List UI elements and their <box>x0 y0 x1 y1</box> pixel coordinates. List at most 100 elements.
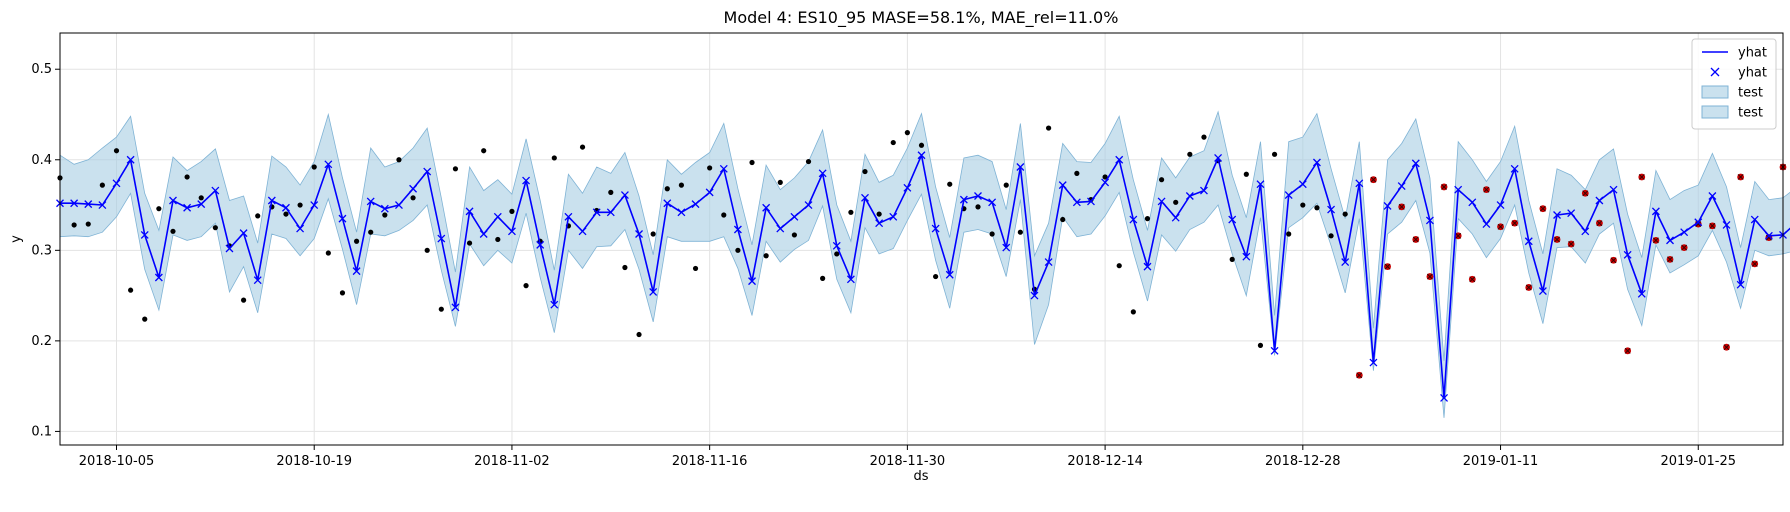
yhat-marker <box>1581 227 1590 236</box>
actual-point <box>608 189 614 195</box>
legend-marker-swatch <box>1710 67 1720 77</box>
actual-point <box>255 213 261 219</box>
test-point <box>1440 183 1448 191</box>
yhat-marker <box>1157 197 1166 206</box>
actual-point <box>128 287 134 293</box>
yhat-marker <box>1341 258 1350 267</box>
test-point-cross <box>1525 284 1532 291</box>
actual-point <box>99 182 105 188</box>
actual-point <box>1102 174 1108 180</box>
actual-point <box>1328 233 1334 239</box>
actual-point <box>820 275 826 281</box>
actual-point <box>975 204 981 210</box>
yhat-marker <box>733 225 742 234</box>
x-tick-label: 2018-10-05 <box>79 454 155 469</box>
test-point-cross <box>1638 174 1645 180</box>
x-tick-label: 2018-10-19 <box>276 454 352 469</box>
actual-point <box>622 264 628 271</box>
test-point-cross <box>1624 347 1631 354</box>
test-point-cross <box>1737 174 1744 180</box>
yhat-marker <box>437 234 446 243</box>
yhat-marker <box>1425 216 1434 225</box>
test-point <box>1567 240 1575 248</box>
yhat-marker <box>423 167 432 176</box>
yhat-marker <box>1750 215 1759 224</box>
actual-point <box>749 159 755 166</box>
yhat-marker <box>988 198 997 207</box>
actual-point <box>170 228 176 234</box>
yhat-series <box>56 151 1790 402</box>
yhat-marker <box>1623 250 1632 259</box>
x-axis-label: ds <box>913 469 928 484</box>
yhat-marker <box>1567 209 1576 218</box>
actual-point <box>650 231 656 237</box>
test-point <box>1596 219 1603 227</box>
test-point <box>1680 244 1688 252</box>
yhat-marker <box>1764 231 1773 240</box>
yhat-marker <box>1200 186 1208 195</box>
yhat-line <box>60 154 1790 399</box>
yhat-marker <box>620 191 629 200</box>
x-tick-label: 2018-11-16 <box>672 454 748 469</box>
test-point <box>1454 232 1462 240</box>
yhat-marker <box>338 214 347 223</box>
yhat-marker <box>1553 211 1561 219</box>
legend-patch-swatch <box>1701 105 1729 119</box>
yhat-marker <box>1016 163 1025 171</box>
plot-frame <box>59 32 1784 446</box>
actual-point <box>1229 256 1235 262</box>
yhat-marker <box>70 199 79 208</box>
yhat-marker <box>253 276 262 285</box>
actual-point <box>353 238 360 244</box>
actual-point <box>240 297 247 303</box>
yhat-marker <box>748 277 756 286</box>
test-point <box>1610 256 1617 264</box>
test-point-cross <box>1370 176 1377 183</box>
legend-label: yhat <box>1738 66 1767 81</box>
yhat-marker <box>267 196 276 205</box>
actual-point <box>1173 199 1179 205</box>
actual-point <box>85 221 91 227</box>
yhat-marker <box>1708 192 1717 200</box>
yhat-marker <box>1214 153 1223 162</box>
yhat-marker <box>846 275 855 284</box>
actual-point <box>1144 216 1151 222</box>
yhat-marker <box>1510 164 1519 173</box>
test-point-cross <box>1539 205 1546 212</box>
yhat-marker <box>1383 201 1392 210</box>
yhat-marker <box>1468 198 1477 207</box>
actual-point <box>184 174 190 180</box>
yhat-marker <box>1044 258 1053 267</box>
yhat-marker <box>197 200 206 209</box>
test-point-cross <box>1455 232 1462 239</box>
actual-point <box>495 236 501 243</box>
yhat-marker <box>945 270 954 279</box>
actual-point <box>212 225 218 231</box>
yhat-marker <box>1369 358 1378 367</box>
test-point <box>1525 284 1533 291</box>
actual-point <box>311 164 317 170</box>
actual-point <box>664 186 670 192</box>
test-point-cross <box>1610 257 1617 264</box>
actual-point <box>678 182 685 188</box>
yhat-marker <box>649 288 658 296</box>
yhat-marker <box>380 204 389 213</box>
yhat-marker <box>154 273 163 282</box>
test-point <box>1426 273 1434 280</box>
test-point-cross <box>1497 223 1504 230</box>
test-point <box>1581 189 1589 197</box>
test-point-cross <box>1667 256 1673 263</box>
actual-point <box>113 148 120 154</box>
test-point-cross <box>1681 244 1688 251</box>
legend-entry: yhat <box>1710 66 1767 81</box>
yhat-marker <box>705 188 714 197</box>
actual-point <box>424 247 430 253</box>
test-point <box>1511 219 1519 227</box>
yhat-marker <box>1397 182 1406 190</box>
test-point-cross <box>1652 237 1659 244</box>
yhat-marker <box>409 184 418 193</box>
yhat-marker <box>832 241 841 250</box>
test-point <box>1468 275 1476 283</box>
test-point-cross <box>1441 183 1448 190</box>
yhat-marker <box>1072 198 1081 207</box>
